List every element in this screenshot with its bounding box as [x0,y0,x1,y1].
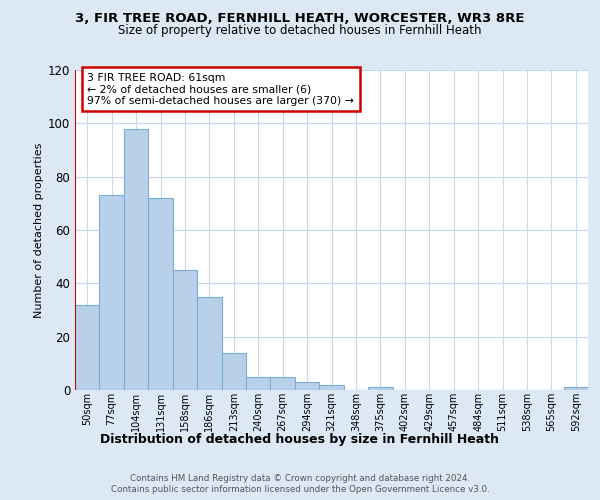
Bar [271,376,295,390]
Text: Contains public sector information licensed under the Open Government Licence v3: Contains public sector information licen… [110,485,490,494]
Bar [124,128,148,390]
Text: Contains HM Land Registry data © Crown copyright and database right 2024.: Contains HM Land Registry data © Crown c… [130,474,470,483]
Bar [563,388,588,390]
Text: Distribution of detached houses by size in Fernhill Heath: Distribution of detached houses by size … [101,432,499,446]
Bar [173,270,197,390]
Text: Size of property relative to detached houses in Fernhill Heath: Size of property relative to detached ho… [118,24,482,37]
Text: 3, FIR TREE ROAD, FERNHILL HEATH, WORCESTER, WR3 8RE: 3, FIR TREE ROAD, FERNHILL HEATH, WORCES… [75,12,525,26]
Bar [221,352,246,390]
Bar [148,198,173,390]
Bar [197,296,221,390]
Bar [368,388,392,390]
Text: 3 FIR TREE ROAD: 61sqm
← 2% of detached houses are smaller (6)
97% of semi-detac: 3 FIR TREE ROAD: 61sqm ← 2% of detached … [87,72,354,106]
Bar [100,196,124,390]
Bar [295,382,319,390]
Y-axis label: Number of detached properties: Number of detached properties [34,142,44,318]
Bar [246,376,271,390]
Bar [75,304,100,390]
Bar [319,384,344,390]
